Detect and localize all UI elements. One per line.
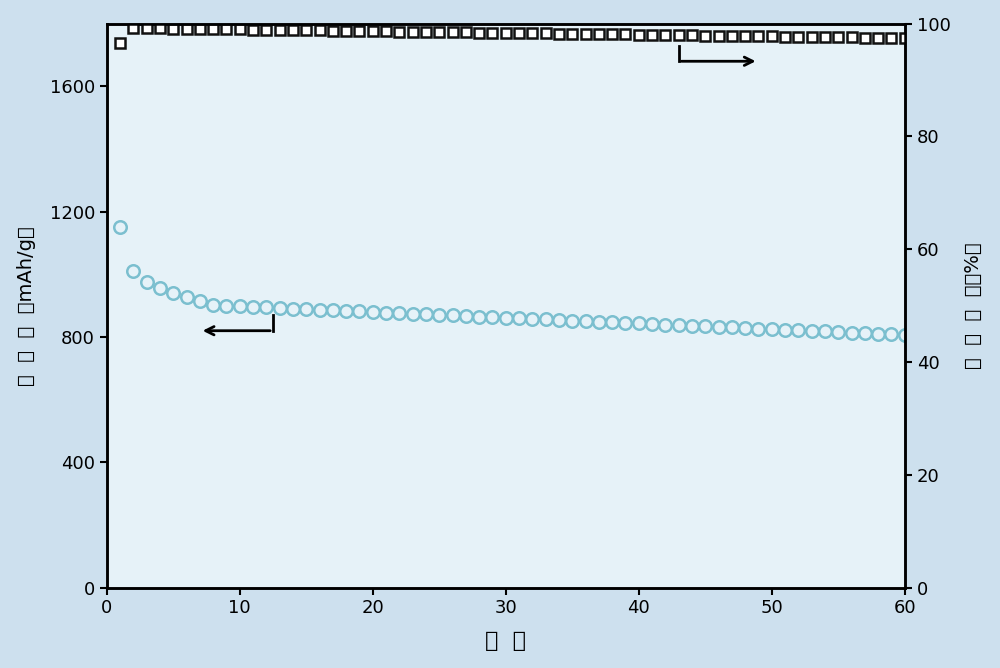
X-axis label: 循  环: 循 环 xyxy=(485,631,526,651)
Y-axis label: 库  伦  效  率（%）: 库 伦 效 率（%） xyxy=(964,242,983,369)
Y-axis label: 比  容  量  （mAh/g）: 比 容 量 （mAh/g） xyxy=(17,226,36,385)
